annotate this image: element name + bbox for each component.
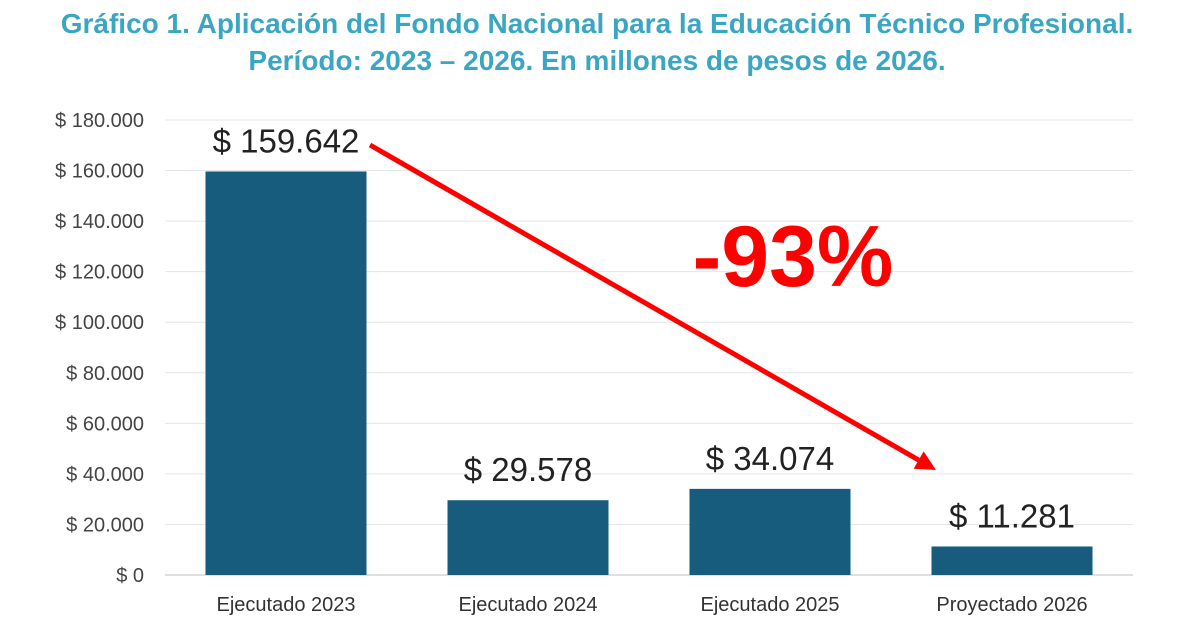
data-label: $ 29.578 (464, 451, 592, 488)
annotation: -93% (368, 142, 936, 470)
y-tick-label: $ 60.000 (66, 413, 144, 435)
y-tick-label: $ 120.000 (55, 262, 144, 284)
bar (205, 171, 367, 575)
data-labels: $ 159.642 $ 29.578 $ 34.074 $ 11.281 (213, 122, 1075, 534)
x-category-label: Ejecutado 2024 (458, 594, 597, 616)
y-tick-label: $ 160.000 (55, 161, 144, 183)
y-tick-label: $ 180.000 (55, 110, 144, 132)
bar (931, 546, 1093, 575)
bars (205, 171, 1093, 575)
x-category-label: Ejecutado 2025 (700, 594, 839, 616)
y-tick-label: $ 100.000 (55, 312, 144, 334)
bar (447, 500, 609, 575)
y-tick-label: $ 20.000 (66, 514, 144, 536)
y-axis-ticks: $ 0 $ 20.000 $ 40.000 $ 60.000 $ 80.000 $ 100… (55, 110, 144, 587)
trend-arrow-line (368, 142, 920, 463)
data-label: $ 11.281 (949, 497, 1075, 534)
trend-arrow-head (913, 451, 936, 470)
x-axis-categories: Ejecutado 2023 Ejecutado 2024 Ejecutado 20… (216, 594, 1087, 616)
y-tick-label: $ 40.000 (66, 464, 144, 486)
x-category-label: Proyectado 2026 (936, 594, 1087, 616)
y-tick-label: $ 80.000 (66, 363, 144, 385)
x-category-label: Ejecutado 2023 (216, 594, 355, 616)
bar (689, 488, 851, 575)
chart-title-line-2: Período: 2023 – 2026. En millones de pes… (248, 45, 946, 76)
data-label: $ 159.642 (213, 122, 360, 159)
y-tick-label: $ 140.000 (55, 211, 144, 233)
change-annotation: -93% (693, 209, 894, 305)
data-label: $ 34.074 (706, 440, 834, 477)
y-tick-label: $ 0 (116, 565, 144, 587)
chart-title-line-1: Gráfico 1. Aplicación del Fondo Nacional… (60, 8, 1134, 39)
